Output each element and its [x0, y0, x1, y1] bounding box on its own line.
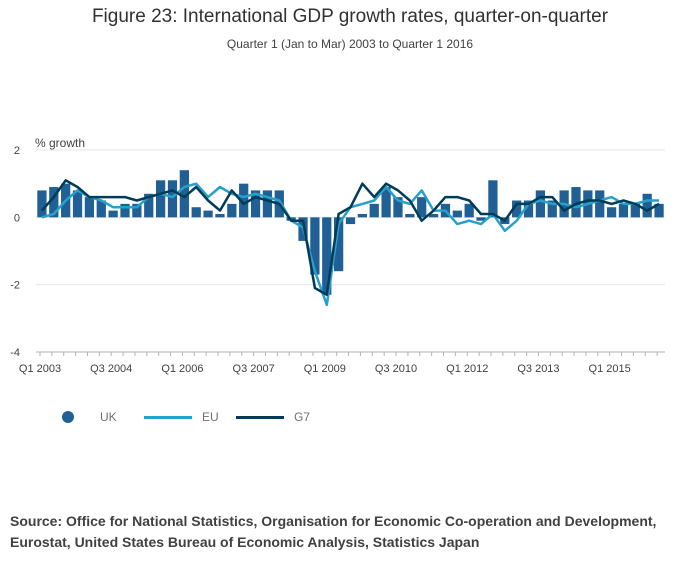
- uk-bar: [227, 203, 237, 218]
- uk-bar: [535, 190, 546, 218]
- legend-label-eu: EU: [202, 410, 219, 424]
- legend-item-uk[interactable]: UK: [62, 407, 117, 427]
- uk-bar: [132, 203, 142, 218]
- uk-bar: [120, 203, 130, 218]
- uk-bar: [357, 213, 367, 218]
- uk-bar: [381, 187, 391, 218]
- uk-bar: [203, 210, 213, 218]
- uk-bar: [452, 210, 462, 218]
- source-note: Source: Office for National Statistics, …: [10, 513, 657, 550]
- y-tick-label: -4: [10, 347, 20, 359]
- uk-bar: [310, 217, 320, 275]
- x-tick-label: Q1 2003: [19, 363, 61, 375]
- uk-bar: [49, 187, 59, 218]
- uk-bar: [417, 197, 427, 218]
- y-tick-label: 0: [14, 212, 20, 224]
- uk-bar: [547, 200, 557, 218]
- legend-label-uk: UK: [100, 410, 117, 424]
- y-tick-label: 2: [14, 145, 20, 157]
- x-tick-label: Q1 2006: [161, 363, 203, 375]
- uk-bar: [488, 180, 498, 218]
- uk-bar: [654, 203, 664, 218]
- uk-bar: [239, 183, 249, 218]
- uk-bar: [144, 193, 154, 218]
- x-tick-label: Q1 2012: [446, 363, 488, 375]
- y-tick-labels: 2 0 -2 -4: [10, 145, 20, 359]
- g7-line: [40, 179, 660, 297]
- g7-legend-marker: [236, 415, 284, 419]
- legend-item-g7[interactable]: G7: [236, 407, 310, 427]
- uk-bar: [108, 210, 118, 218]
- uk-bar: [642, 193, 652, 218]
- uk-bar: [571, 187, 581, 218]
- legend-label-g7: G7: [294, 410, 311, 424]
- uk-bar: [167, 180, 178, 218]
- uk-bar: [476, 217, 486, 221]
- legend-item-eu[interactable]: EU: [144, 407, 219, 427]
- series-lines: [40, 179, 660, 307]
- uk-bar: [345, 217, 356, 225]
- uk-bar: [606, 207, 617, 218]
- y-tick-label: -2: [10, 280, 20, 292]
- x-tick-label: Q3 2013: [517, 363, 559, 375]
- uk-bar: [618, 203, 629, 218]
- uk-bar: [179, 170, 189, 218]
- uk-bar: [512, 200, 522, 218]
- uk-bar: [595, 190, 605, 218]
- uk-bar: [262, 190, 273, 218]
- uk-bar: [37, 190, 47, 218]
- uk-bar: [191, 207, 201, 218]
- uk-bar: [428, 213, 439, 218]
- uk-bar: [215, 213, 225, 218]
- uk-bar: [523, 200, 534, 218]
- chart-title: Figure 23: International GDP growth rate…: [91, 6, 609, 27]
- uk-bar: [464, 203, 474, 218]
- uk-bar: [96, 200, 106, 218]
- y-axis-label: % growth: [35, 136, 86, 150]
- eu-legend-marker: [144, 415, 192, 419]
- grid-layer: [36, 149, 665, 353]
- x-tick-label: Q1 2009: [304, 363, 346, 375]
- x-tick-label: Q1 2015: [589, 363, 631, 375]
- uk-bar: [72, 190, 83, 218]
- uk-bar: [405, 213, 415, 218]
- x-tick-label: Q3 2007: [233, 363, 275, 375]
- uk-bar: [630, 203, 640, 218]
- chart-subtitle: Quarter 1 (Jan to Mar) 2003 to Quarter 1…: [226, 37, 474, 51]
- uk-bar: [322, 217, 332, 295]
- uk-bar: [155, 180, 166, 218]
- x-tick-label: Q3 2004: [90, 363, 132, 375]
- uk-bars: [37, 170, 664, 295]
- x-tick-label: Q3 2010: [375, 363, 417, 375]
- gdp-chart: 20-2-4 Q1 2003 Q3 2004 Q1 2006 Q3 2007 Q1 20…: [10, 145, 665, 375]
- uk-bar: [250, 190, 261, 218]
- uk-bar: [84, 197, 95, 218]
- x-axis: Q1 2003 Q3 2004 Q1 2006 Q3 2007 Q1 2009 Q3 20…: [19, 351, 665, 375]
- uk-bar: [334, 217, 344, 272]
- uk-bar: [369, 203, 379, 218]
- uk-legend-marker: [62, 411, 74, 423]
- uk-bar: [393, 197, 403, 218]
